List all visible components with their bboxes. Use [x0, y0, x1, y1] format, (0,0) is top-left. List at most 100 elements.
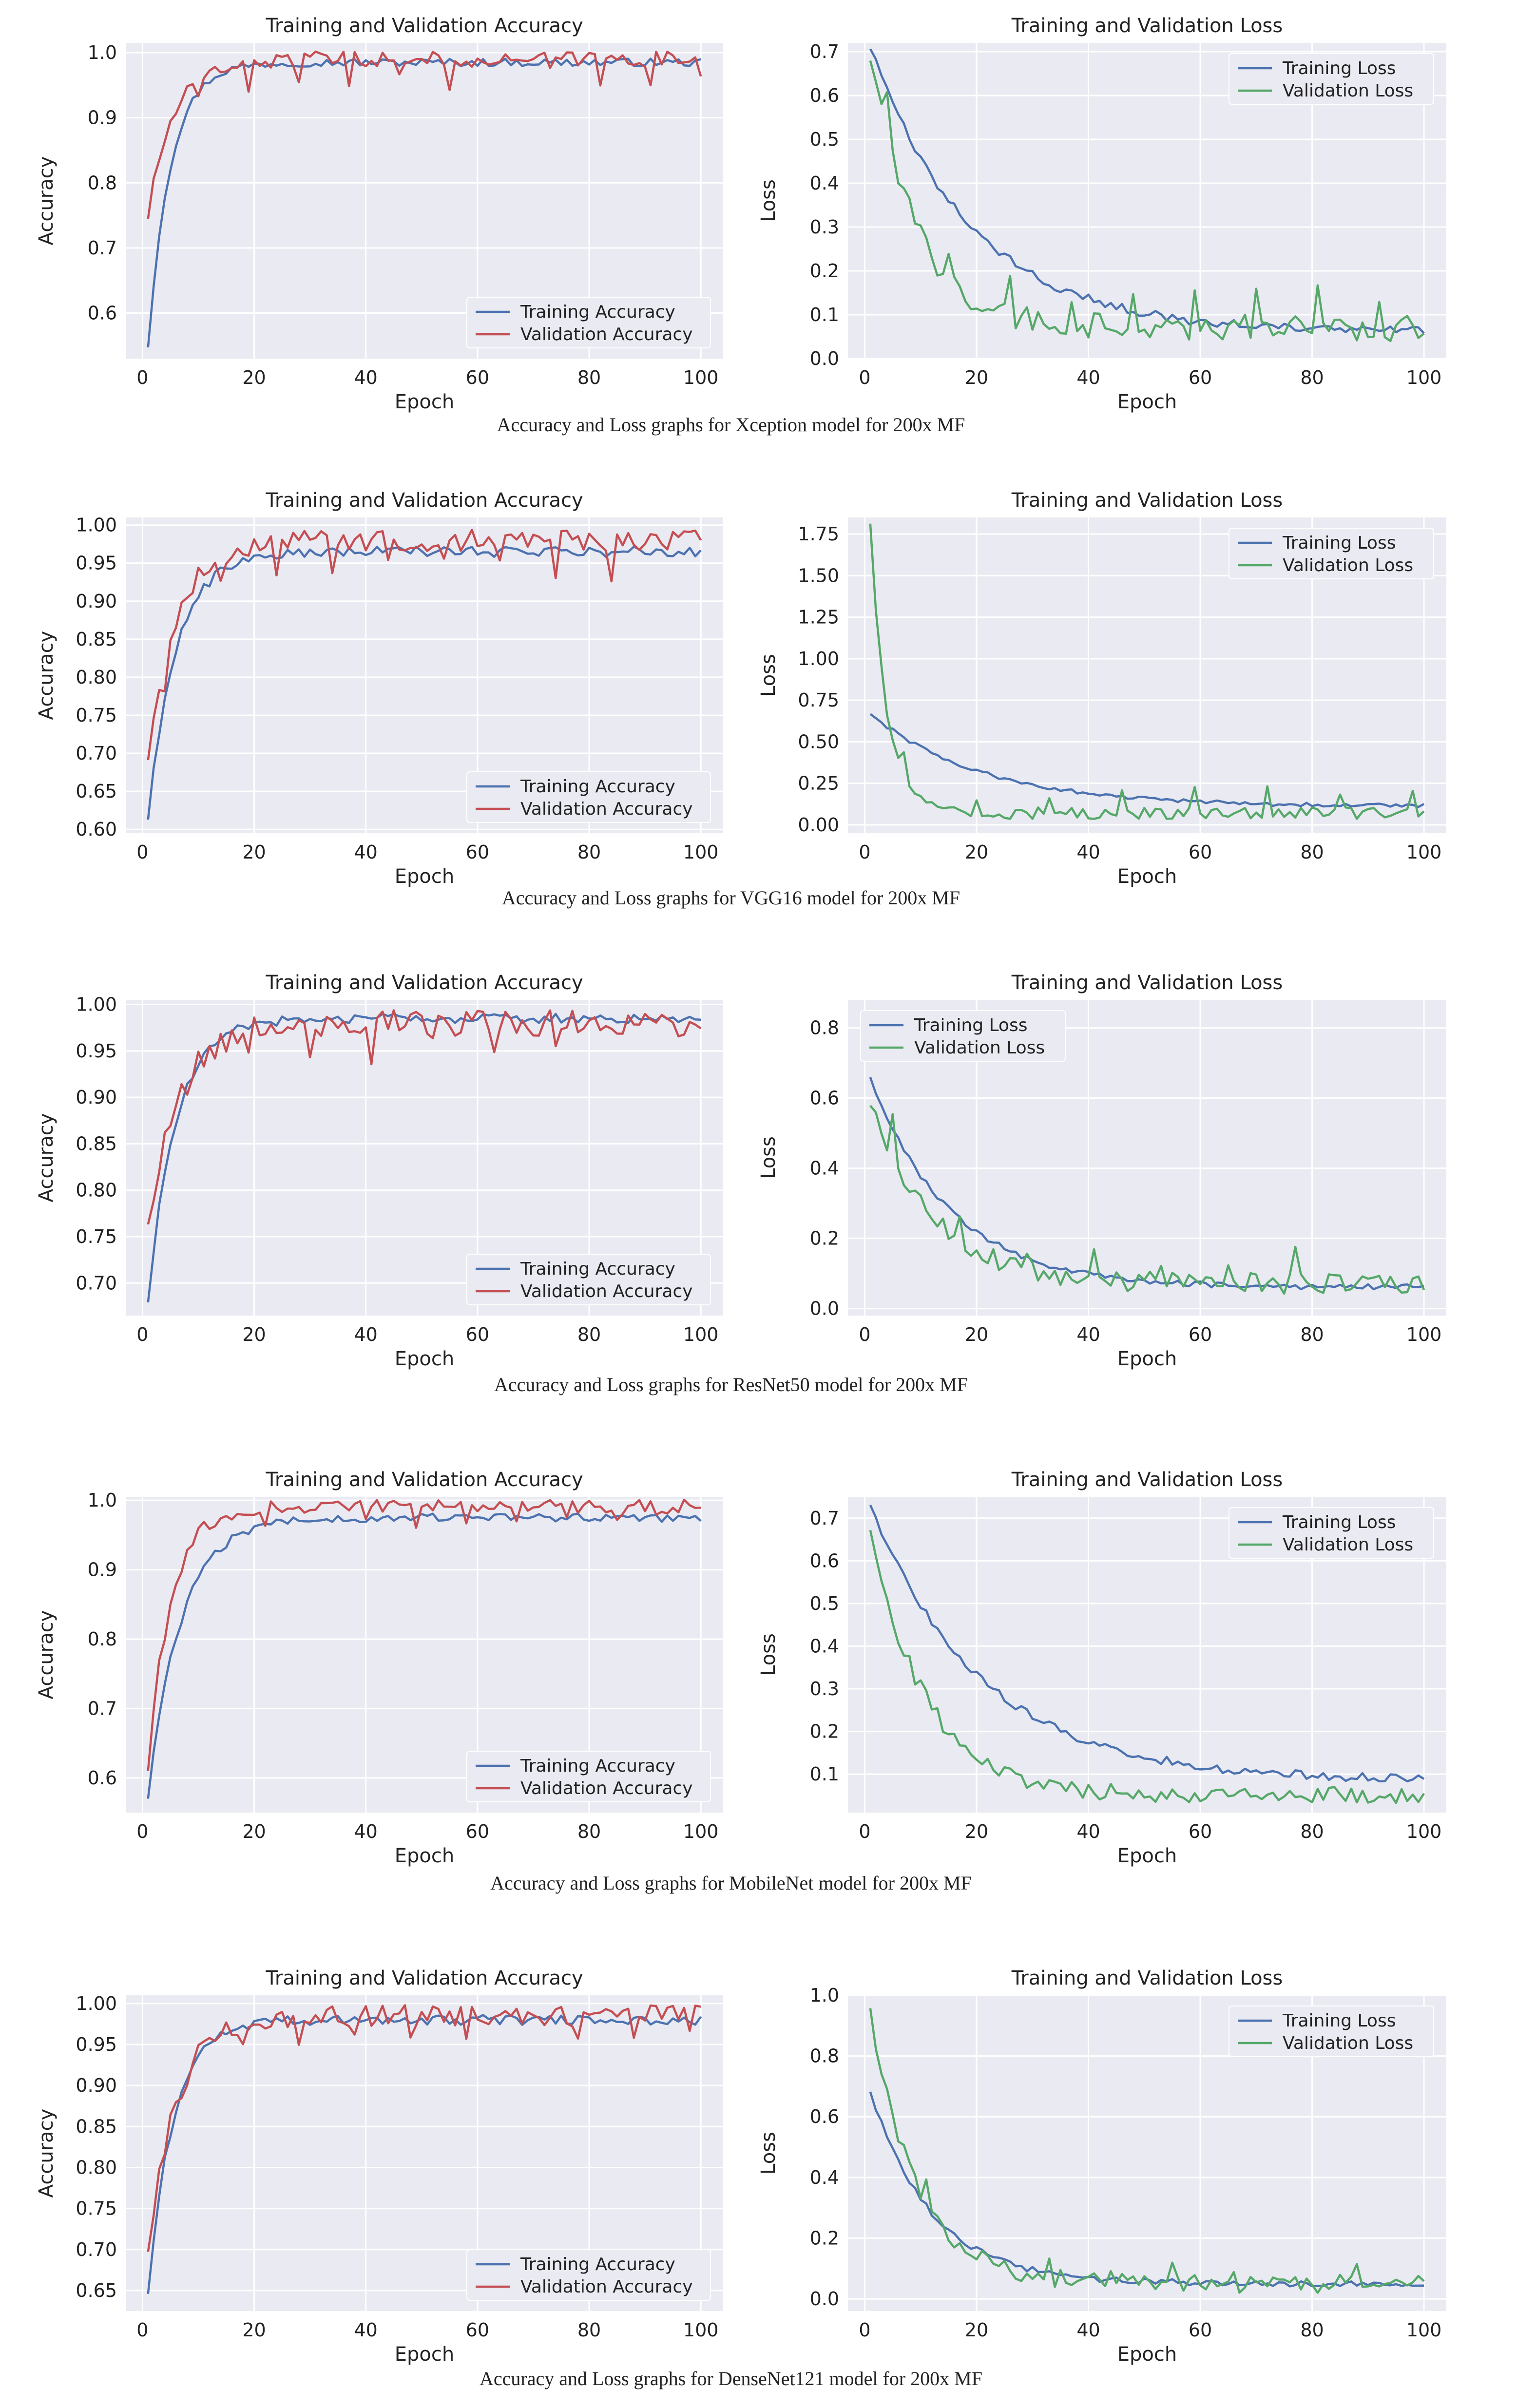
x-tick-label: 20: [242, 2319, 266, 2341]
x-tick-label: 100: [1406, 367, 1442, 388]
chart-3: 0 20 40 60 80 100 0.60 0.65 0.70 0.75 0.80 0.85 0.90…: [35, 489, 723, 888]
series-line-training-loss: [869, 1077, 1424, 1291]
x-axis-label: Epoch: [395, 1348, 454, 1370]
series-line-training-loss: [869, 1504, 1425, 1783]
x-axis-label: Epoch: [395, 2343, 454, 2366]
series-group: [869, 48, 1425, 343]
y-tick-label: 0.90: [76, 1087, 117, 1108]
series-line-validation-accuracy: [147, 1009, 702, 1225]
y-tick-label: 0.50: [798, 731, 839, 752]
chart-6: 0 20 40 60 80 100 0.0 0.2 0.4 0.6 0.8 Training and …: [757, 972, 1446, 1370]
legend-box: [1229, 2006, 1434, 2057]
x-tick-label: 20: [965, 367, 988, 388]
x-tick-label: 80: [1300, 1324, 1324, 1345]
x-tick-label: 0: [859, 2319, 870, 2341]
y-tick-label: 0.6: [810, 1550, 839, 1571]
y-tick-label: 0.2: [810, 2227, 839, 2249]
y-axis-label: Accuracy: [35, 2109, 58, 2198]
x-axis-label: Epoch: [1117, 1348, 1177, 1370]
x-tick-label: 20: [242, 1821, 266, 1842]
x-tick-label: 60: [1189, 367, 1212, 388]
legend-label: Validation Accuracy: [520, 325, 693, 344]
y-tick-label: 1.0: [88, 1490, 117, 1511]
series-line-validation-loss: [869, 523, 1425, 820]
y-tick-label: 0.9: [88, 1559, 117, 1581]
y-tick-label: 0.90: [76, 591, 117, 612]
legend-label: Training Accuracy: [520, 302, 675, 322]
chart-10: 0 20 40 60 80 100 0.0 0.2 0.4 0.6 0.8 1.0 Training a…: [757, 1967, 1446, 2366]
x-tick-label: 100: [1406, 841, 1442, 863]
y-tick-label: 0.5: [810, 1593, 839, 1614]
x-tick-label: 0: [859, 1324, 870, 1345]
y-tick-label: 0.70: [76, 1272, 117, 1294]
y-tick-label: 0.85: [76, 629, 117, 650]
x-tick-label: 100: [683, 1324, 719, 1345]
y-axis-label: Loss: [757, 2132, 780, 2175]
x-axis-label: Epoch: [395, 1845, 454, 1867]
x-tick-label: 20: [242, 1324, 266, 1345]
y-tick-label: 0.6: [810, 85, 839, 106]
legend-box: [466, 771, 711, 823]
legend-label: Validation Accuracy: [520, 799, 693, 819]
x-tick-label: 40: [354, 1324, 378, 1345]
y-tick-label: 0.0: [810, 348, 839, 369]
x-tick-label: 20: [965, 1821, 988, 1842]
y-tick-label: 0.0: [810, 2288, 839, 2310]
y-tick-label: 0.95: [76, 1040, 117, 1062]
chart-7: 0 20 40 60 80 100 0.6 0.7 0.8 0.9 1.0 Training and …: [35, 1469, 723, 1867]
y-tick-label: 1.75: [798, 523, 839, 545]
y-tick-label: 0.85: [76, 1133, 117, 1154]
x-axis-label: Epoch: [395, 865, 454, 888]
chart-title: Training and Validation Accuracy: [265, 1469, 583, 1491]
y-tick-label: 0.7: [810, 41, 839, 62]
chart-title: Training and Validation Accuracy: [265, 489, 583, 512]
series-line-validation-loss: [869, 60, 1425, 343]
x-tick-label: 100: [1406, 1324, 1442, 1345]
x-tick-label: 80: [577, 367, 601, 388]
x-tick-label: 40: [1076, 367, 1100, 388]
y-axis-label: Accuracy: [35, 1610, 58, 1700]
legend-box: [466, 1254, 711, 1305]
y-tick-label: 0.6: [810, 1088, 839, 1109]
x-tick-label: 20: [242, 367, 266, 388]
legend-label: Training Accuracy: [520, 1756, 675, 1776]
x-tick-label: 40: [354, 1821, 378, 1842]
x-tick-label: 20: [965, 1324, 988, 1345]
y-tick-label: 0.2: [810, 1721, 839, 1742]
x-axis-label: Epoch: [1117, 2343, 1177, 2366]
legend-box: [466, 297, 711, 348]
series-line-validation-accuracy: [147, 529, 702, 761]
y-tick-label: 0.4: [810, 1635, 839, 1657]
figure-caption: Accuracy and Loss graphs for ResNet50 mo…: [494, 1374, 968, 1395]
chart-title: Training and Validation Accuracy: [265, 972, 583, 994]
x-tick-label: 60: [466, 2319, 489, 2341]
chart-title: Training and Validation Loss: [1011, 1469, 1283, 1491]
legend-label: Training Accuracy: [520, 1259, 675, 1279]
y-tick-label: 0.00: [798, 814, 839, 836]
y-tick-label: 0.65: [76, 2280, 117, 2301]
y-tick-label: 0.85: [76, 2116, 117, 2137]
series-line-training-accuracy: [147, 545, 702, 820]
x-tick-label: 40: [1076, 2319, 1100, 2341]
y-tick-label: 0.2: [810, 1228, 839, 1249]
series-group: [869, 1077, 1425, 1295]
y-axis-label: Loss: [757, 179, 780, 222]
y-tick-label: 0.70: [76, 743, 117, 764]
x-tick-label: 80: [1300, 367, 1324, 388]
x-axis-label: Epoch: [1117, 391, 1177, 413]
legend: Training Accuracy Validation Accuracy: [466, 297, 711, 348]
legend-box: [466, 1751, 711, 1802]
y-tick-label: 0.4: [810, 2167, 839, 2188]
legend-label: Validation Loss: [1283, 2033, 1413, 2053]
chart-1: 0 20 40 60 80 100 0.6 0.7 0.8 0.9 1.0 Training and …: [35, 15, 723, 413]
chart-title: Training and Validation Loss: [1011, 1967, 1283, 1989]
y-tick-label: 0.5: [810, 129, 839, 150]
y-tick-label: 0.95: [76, 2034, 117, 2055]
y-tick-label: 0.25: [798, 773, 839, 794]
y-tick-label: 0.6: [88, 1767, 117, 1789]
y-tick-label: 0.1: [810, 304, 839, 325]
